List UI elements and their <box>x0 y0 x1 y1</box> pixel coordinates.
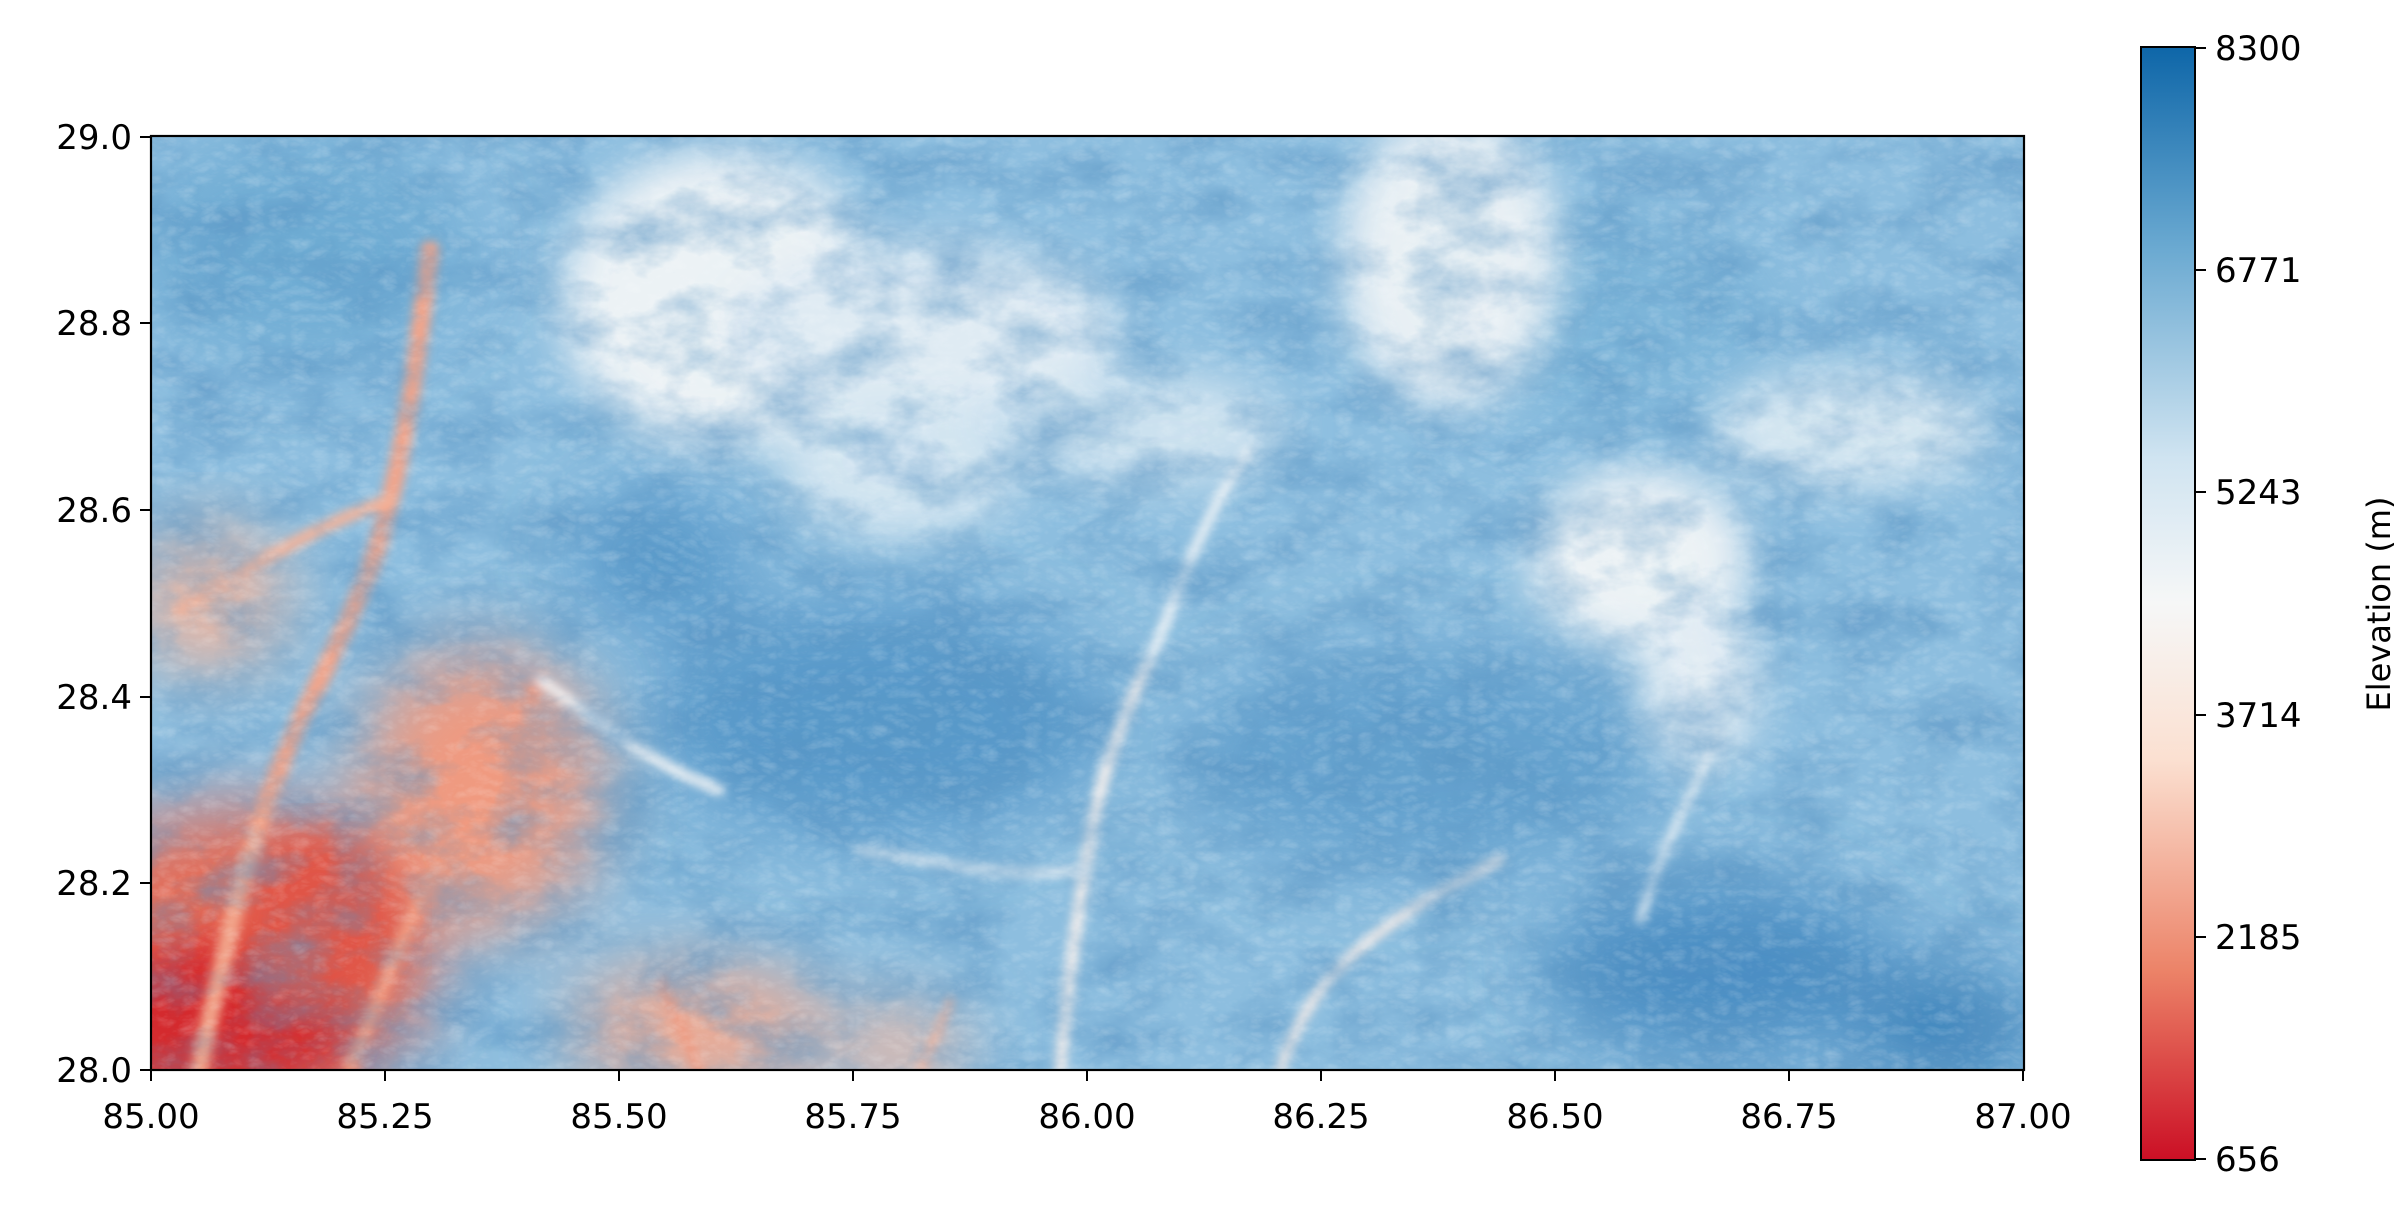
colorbar-tick-4: 2185 <box>2195 918 2302 958</box>
x-tick-6: 86.50 <box>1506 1070 1604 1137</box>
colorbar-tick-0: 8300 <box>2195 29 2302 69</box>
x-tick-8: 87.00 <box>1974 1070 2072 1137</box>
colorbar-tick-3: 3714 <box>2195 696 2302 736</box>
x-tick-0: 85.00 <box>102 1070 200 1137</box>
x-tick-4: 86.00 <box>1038 1070 1136 1137</box>
colorbar-tick-5: 656 <box>2195 1140 2280 1180</box>
colorbar-tick-label: 6771 <box>2215 251 2302 291</box>
y-tick-label: 28.2 <box>56 864 132 904</box>
x-tick-label: 87.00 <box>1974 1097 2071 1137</box>
elevation-map <box>151 136 2024 1070</box>
colorbar-frame <box>2140 46 2196 1161</box>
x-tick-label: 85.75 <box>804 1097 901 1137</box>
x-tick-7: 86.75 <box>1740 1070 1838 1137</box>
x-tick-2: 85.50 <box>570 1070 668 1137</box>
x-tick-label: 86.25 <box>1272 1097 1369 1137</box>
x-tick-label: 85.25 <box>336 1097 433 1137</box>
y-tick-1: 28.8 <box>56 304 151 344</box>
y-tick-4: 28.2 <box>56 864 151 904</box>
y-tick-label: 28.6 <box>56 491 132 531</box>
colorbar-gradient <box>2141 47 2195 1160</box>
y-tick-label: 28.0 <box>56 1051 132 1091</box>
colorbar-tick-1: 6771 <box>2195 251 2302 291</box>
colorbar-tick-label: 2185 <box>2215 918 2302 958</box>
colorbar-label: Elevation (m) <box>2360 497 2398 712</box>
x-axis: 85.00 85.25 85.50 85.75 86.00 86.25 86.5… <box>102 1070 2072 1137</box>
x-tick-label: 85.00 <box>102 1097 199 1137</box>
colorbar: 8300 6771 5243 3714 2185 656 Elevation (… <box>2140 29 2398 1180</box>
x-tick-label: 85.50 <box>570 1097 667 1137</box>
y-tick-0: 29.0 <box>56 118 151 158</box>
colorbar-tick-2: 5243 <box>2195 473 2302 513</box>
x-tick-label: 86.00 <box>1038 1097 1135 1137</box>
x-tick-1: 85.25 <box>336 1070 434 1137</box>
colorbar-tick-label: 656 <box>2215 1140 2280 1180</box>
y-tick-label: 29.0 <box>56 118 132 158</box>
colorbar-tick-label: 5243 <box>2215 473 2302 513</box>
y-tick-label: 28.4 <box>56 678 132 718</box>
y-tick-label: 28.8 <box>56 304 132 344</box>
x-tick-label: 86.75 <box>1740 1097 1837 1137</box>
x-tick-5: 86.25 <box>1272 1070 1370 1137</box>
y-axis: 29.0 28.8 28.6 28.4 28.2 28.0 <box>56 118 151 1091</box>
y-tick-5: 28.0 <box>56 1051 151 1091</box>
colorbar-tick-label: 3714 <box>2215 696 2302 736</box>
y-tick-2: 28.6 <box>56 491 151 531</box>
y-tick-3: 28.4 <box>56 678 151 718</box>
colorbar-tick-label: 8300 <box>2215 29 2302 69</box>
x-tick-3: 85.75 <box>804 1070 902 1137</box>
x-tick-label: 86.50 <box>1506 1097 1603 1137</box>
